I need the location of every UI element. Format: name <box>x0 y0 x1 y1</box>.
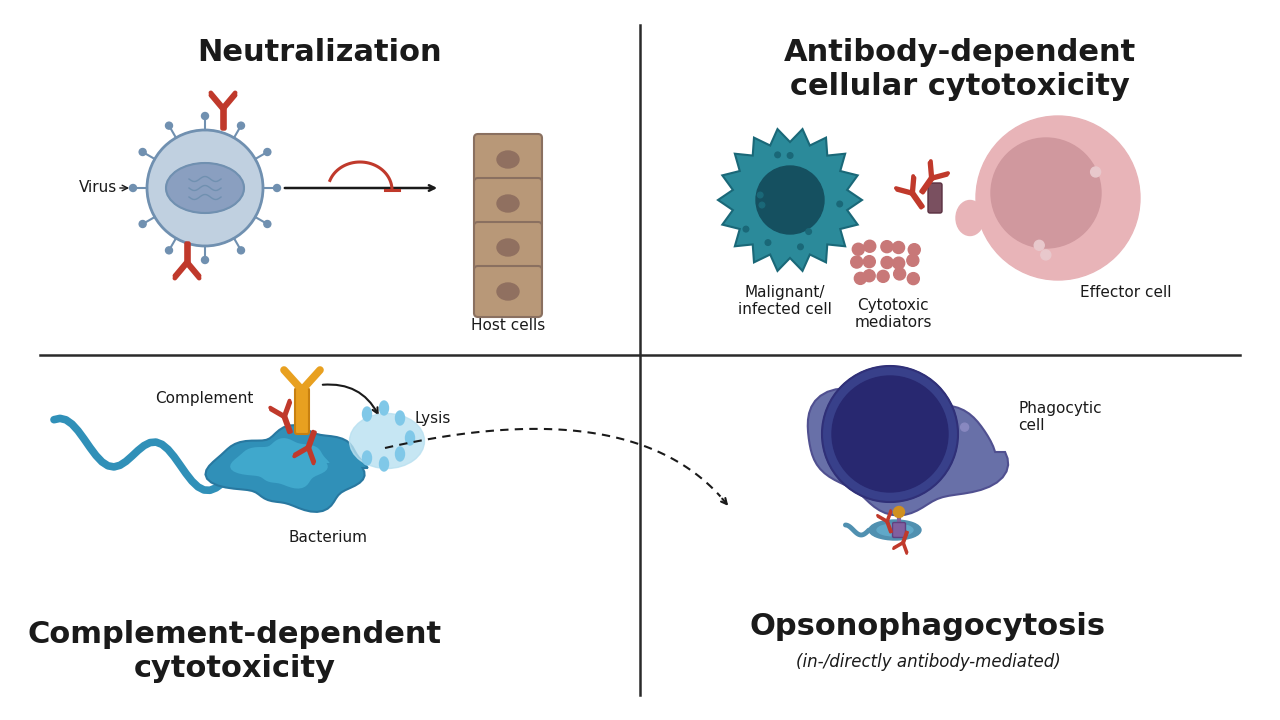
Circle shape <box>1091 167 1101 177</box>
Polygon shape <box>718 129 861 271</box>
Text: Effector cell: Effector cell <box>1080 285 1171 300</box>
Circle shape <box>264 220 271 228</box>
Circle shape <box>264 148 271 156</box>
Circle shape <box>892 241 905 253</box>
Circle shape <box>863 256 876 268</box>
Text: (in-/directly antibody-mediated): (in-/directly antibody-mediated) <box>796 653 1060 671</box>
Ellipse shape <box>379 401 389 415</box>
FancyBboxPatch shape <box>294 388 308 434</box>
Ellipse shape <box>869 520 922 540</box>
Ellipse shape <box>396 447 404 461</box>
Text: Complement: Complement <box>156 390 253 405</box>
Text: Complement-dependent
cytotoxicity: Complement-dependent cytotoxicity <box>28 620 442 683</box>
Circle shape <box>854 272 867 284</box>
Circle shape <box>238 122 244 129</box>
Circle shape <box>1034 240 1044 251</box>
Text: Host cells: Host cells <box>471 318 545 333</box>
Circle shape <box>893 268 906 280</box>
Polygon shape <box>206 426 367 512</box>
Polygon shape <box>230 438 330 489</box>
Text: Lysis: Lysis <box>413 410 451 426</box>
Circle shape <box>201 256 209 264</box>
Circle shape <box>908 273 919 284</box>
Circle shape <box>165 122 173 129</box>
Ellipse shape <box>877 524 913 536</box>
Circle shape <box>864 240 876 252</box>
Circle shape <box>892 257 905 269</box>
FancyBboxPatch shape <box>474 178 541 229</box>
Circle shape <box>756 166 824 234</box>
Ellipse shape <box>497 151 518 168</box>
Circle shape <box>774 152 781 158</box>
Circle shape <box>881 240 893 253</box>
Circle shape <box>893 506 905 518</box>
Circle shape <box>165 247 173 254</box>
FancyBboxPatch shape <box>892 523 905 538</box>
Polygon shape <box>808 389 1009 516</box>
Circle shape <box>787 153 792 158</box>
Circle shape <box>822 366 957 502</box>
FancyBboxPatch shape <box>474 222 541 273</box>
Text: Neutralization: Neutralization <box>197 38 443 67</box>
Circle shape <box>147 130 262 246</box>
Ellipse shape <box>349 413 425 469</box>
Circle shape <box>765 240 771 246</box>
Circle shape <box>758 192 763 198</box>
FancyBboxPatch shape <box>474 134 541 185</box>
Circle shape <box>274 184 280 192</box>
Ellipse shape <box>379 457 389 471</box>
Circle shape <box>759 202 764 208</box>
Circle shape <box>837 201 842 207</box>
Circle shape <box>991 138 1101 248</box>
Circle shape <box>806 229 812 235</box>
Circle shape <box>881 256 893 269</box>
Circle shape <box>1041 250 1051 260</box>
Ellipse shape <box>406 431 415 445</box>
Text: Bacterium: Bacterium <box>288 530 367 545</box>
Circle shape <box>832 376 948 492</box>
Circle shape <box>140 220 146 228</box>
Ellipse shape <box>166 163 244 213</box>
Ellipse shape <box>497 195 518 212</box>
Circle shape <box>238 247 244 254</box>
Ellipse shape <box>362 451 371 465</box>
Ellipse shape <box>362 407 371 421</box>
Circle shape <box>744 226 749 232</box>
Circle shape <box>977 116 1140 280</box>
Text: Virus: Virus <box>79 181 116 196</box>
Text: Antibody-dependent
cellular cytotoxicity: Antibody-dependent cellular cytotoxicity <box>783 38 1137 101</box>
Circle shape <box>852 243 864 256</box>
Circle shape <box>909 243 920 256</box>
Text: Cytotoxic
mediators: Cytotoxic mediators <box>854 298 932 330</box>
Text: Opsonophagocytosis: Opsonophagocytosis <box>750 612 1106 641</box>
Circle shape <box>906 254 919 266</box>
Text: Malignant/
infected cell: Malignant/ infected cell <box>739 285 832 318</box>
Ellipse shape <box>956 200 984 235</box>
Circle shape <box>960 423 969 431</box>
Ellipse shape <box>497 283 518 300</box>
Circle shape <box>797 244 804 250</box>
FancyBboxPatch shape <box>474 266 541 317</box>
Ellipse shape <box>497 239 518 256</box>
Circle shape <box>877 270 890 282</box>
Circle shape <box>201 112 209 120</box>
Text: Phagocytic
cell: Phagocytic cell <box>1018 401 1102 433</box>
Circle shape <box>129 184 137 192</box>
Ellipse shape <box>396 411 404 425</box>
Circle shape <box>140 148 146 156</box>
Circle shape <box>863 270 876 282</box>
FancyBboxPatch shape <box>928 183 942 213</box>
Circle shape <box>851 256 863 268</box>
